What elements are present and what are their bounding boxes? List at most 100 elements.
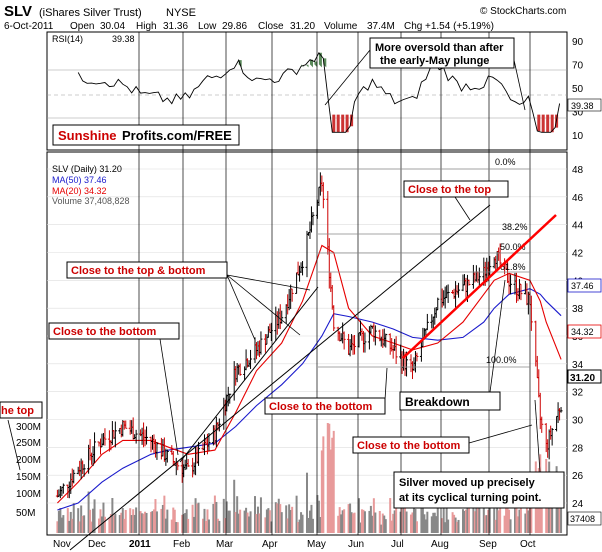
volume-bar — [527, 510, 530, 533]
svg-text:Close to the bottom: Close to the bottom — [269, 401, 372, 413]
volume-bar — [380, 524, 383, 533]
fib-618: 61.8% — [500, 262, 526, 272]
annotation-close-bottom-sep: Close to the bottom — [352, 424, 533, 454]
volume-bar — [285, 505, 288, 533]
volume-bar — [72, 503, 75, 533]
x-axis-label: Feb — [173, 539, 191, 550]
volume-bar — [120, 512, 123, 533]
volume-bar — [430, 516, 433, 533]
volume-bar — [411, 512, 414, 533]
volume-bar — [497, 510, 500, 533]
price-tick-label: 44 — [572, 221, 584, 232]
volume-bar — [310, 504, 313, 533]
volume-bar — [352, 513, 355, 533]
volume-bar — [259, 497, 262, 533]
volume-bar — [77, 508, 80, 533]
volume-bar — [286, 518, 289, 533]
volume-bar — [166, 509, 169, 533]
volume-bar — [218, 520, 221, 533]
volume-bar — [472, 500, 475, 533]
volume-bar — [160, 508, 163, 533]
ma50-badge — [567, 278, 602, 293]
volume-bar — [150, 511, 152, 533]
volume-bar — [308, 510, 311, 533]
svg-text:Close to the bottom: Close to the bottom — [357, 440, 460, 452]
volume-bar — [509, 519, 512, 533]
annotation-close-bottom-jun: Close to the bottom — [264, 367, 388, 415]
volume-bar — [62, 515, 65, 533]
volume-bar — [374, 512, 377, 533]
volume-bar — [476, 502, 479, 533]
volume-bar — [236, 496, 239, 533]
volume-badge — [567, 511, 602, 526]
volume-bar — [114, 513, 117, 533]
volume-bar — [390, 520, 393, 533]
volume-bar — [60, 517, 63, 533]
ticker-title: SLV — [4, 3, 32, 20]
price-tick-label: 32 — [572, 388, 584, 399]
rsi-line — [77, 51, 561, 133]
svg-text:More oversold than after: More oversold than after — [375, 42, 504, 54]
volume-bar — [87, 491, 90, 533]
volume-bar — [184, 512, 187, 533]
volume-bar — [482, 502, 485, 533]
volume-bar — [420, 498, 423, 533]
volume-bar — [248, 516, 251, 533]
volume-tick-label: 150M — [16, 472, 41, 483]
volume-bar — [426, 511, 429, 533]
volume-bar — [560, 487, 563, 533]
long-trend-line — [69, 204, 491, 551]
volume-bar — [268, 510, 271, 533]
x-axis-label: Mar — [216, 539, 234, 550]
volume-bar — [466, 498, 469, 533]
volume-bar — [381, 513, 384, 533]
volume-bar — [90, 521, 93, 533]
low-value: 29.86 — [222, 21, 247, 32]
rsi-value: 39.38 — [112, 34, 135, 44]
volume-bar — [291, 506, 294, 533]
annotation-close-bottom-left: Close to the bottom — [48, 322, 180, 456]
volume-bar — [102, 502, 105, 533]
volume-bar — [383, 515, 386, 533]
volume-bar — [516, 516, 519, 533]
volume-bar — [332, 430, 335, 533]
rsi-tick-label: 50 — [572, 84, 584, 95]
price-tick-label: 38 — [572, 304, 584, 315]
volume-bar — [255, 514, 258, 533]
volume-bar — [392, 513, 395, 533]
volume-bar — [331, 437, 334, 533]
volume-bar — [154, 499, 157, 533]
volume-bar — [249, 511, 252, 533]
volume-bar — [306, 472, 308, 533]
volume-bar — [453, 514, 456, 533]
volume-bar — [100, 516, 103, 533]
volume-bar — [487, 509, 490, 533]
volume-bar — [298, 519, 301, 533]
annotation-silver-turning: Silver moved up precisely at its cyclica… — [393, 399, 565, 509]
volume-bar — [130, 515, 133, 533]
volume-bar — [493, 508, 496, 533]
volume-bar — [129, 508, 132, 533]
volume-bar — [197, 502, 200, 533]
annotation-edge-top: he top — [0, 401, 43, 471]
volume-bar — [135, 507, 138, 533]
volume-bar — [258, 513, 261, 533]
low-label: Low — [198, 21, 217, 32]
volume-bar — [207, 519, 210, 533]
close-badge-text: 31.20 — [570, 373, 595, 384]
volume-bar — [59, 508, 62, 533]
volume-label: Volume — [324, 21, 358, 32]
volume-bar — [203, 508, 206, 533]
legend-ma20: MA(20) 34.32 — [52, 186, 107, 196]
volume-bar — [508, 509, 511, 533]
volume-bar — [506, 508, 509, 533]
volume-bar — [182, 514, 185, 533]
close-value: 31.20 — [290, 21, 315, 32]
volume-bar — [185, 509, 188, 533]
volume-bar — [338, 507, 341, 533]
open-label: Open — [70, 21, 94, 32]
volume-bar — [83, 515, 86, 533]
watermark-rest: Profits.com/FREE — [122, 128, 232, 143]
fib-0: 0.0% — [495, 157, 516, 167]
svg-text:Close to the top: Close to the top — [408, 184, 491, 196]
